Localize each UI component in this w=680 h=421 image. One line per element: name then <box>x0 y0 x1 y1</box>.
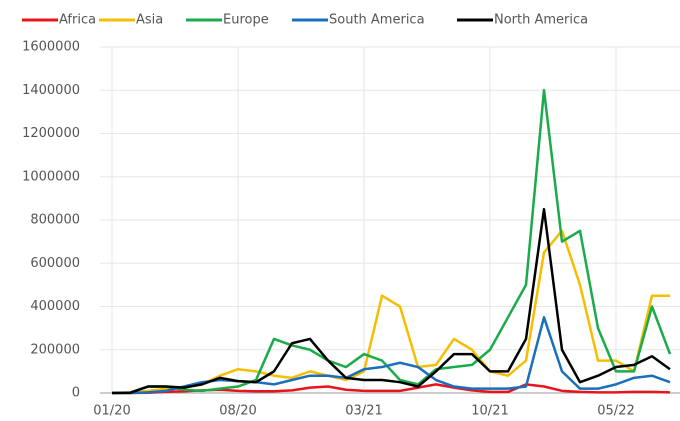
y-tick-label: 600000 <box>30 256 80 271</box>
x-tick-label: 03/21 <box>345 404 382 419</box>
series-line <box>112 316 671 395</box>
legend-label: South America <box>329 13 425 28</box>
legend-label: Asia <box>136 13 163 28</box>
y-tick-label: 1000000 <box>22 169 80 184</box>
y-tick-label: 1200000 <box>22 126 80 141</box>
series-line <box>111 207 671 395</box>
x-tick-label: 05/22 <box>597 404 634 419</box>
legend-label: North America <box>494 13 588 28</box>
legend-label: Europe <box>223 13 269 28</box>
x-tick-label: 01/20 <box>93 404 130 419</box>
y-tick-label: 800000 <box>30 213 80 228</box>
legend-label: Africa <box>59 13 96 28</box>
y-tick-label: 200000 <box>30 342 80 357</box>
x-tick-label: 08/20 <box>219 404 256 419</box>
y-tick-label: 0 <box>72 386 80 401</box>
y-tick-label: 400000 <box>30 299 80 314</box>
series-line <box>111 89 672 395</box>
x-tick-label: 10/21 <box>471 404 508 419</box>
y-tick-label: 1600000 <box>22 40 80 55</box>
y-tick-label: 1400000 <box>22 83 80 98</box>
